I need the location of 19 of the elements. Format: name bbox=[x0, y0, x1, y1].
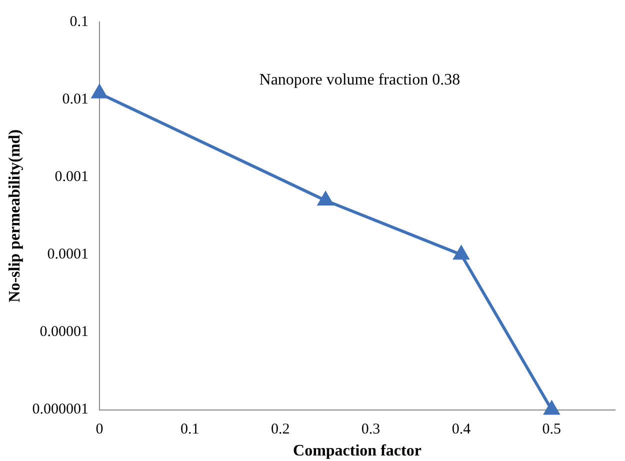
y-tick-label: 0.01 bbox=[62, 91, 88, 108]
y-tick-label: 0.00001 bbox=[40, 324, 88, 340]
x-tick-label: 0 bbox=[96, 422, 104, 438]
x-tick-label: 0.4 bbox=[452, 422, 472, 438]
point bbox=[92, 84, 108, 98]
x-tick-label: 0.3 bbox=[361, 422, 380, 438]
x-tick-label: 0.5 bbox=[542, 422, 562, 438]
point bbox=[318, 192, 334, 206]
y-tick-label: 0.000001 bbox=[32, 402, 88, 418]
point bbox=[544, 401, 560, 415]
y-axis-title: No-slip permeability(md) bbox=[6, 129, 24, 302]
y-tick-label: 0.001 bbox=[54, 169, 88, 186]
y-tick-label: 0.0001 bbox=[47, 246, 88, 263]
x-tick-label: 0.2 bbox=[270, 422, 290, 438]
y-tick-label: 0.1 bbox=[70, 14, 88, 30]
x-tick-label: 0.1 bbox=[180, 422, 200, 438]
x-axis-title: Compaction factor bbox=[293, 442, 422, 460]
annotation: Nanopore volume fraction 0.38 bbox=[259, 71, 460, 88]
point bbox=[454, 246, 469, 260]
